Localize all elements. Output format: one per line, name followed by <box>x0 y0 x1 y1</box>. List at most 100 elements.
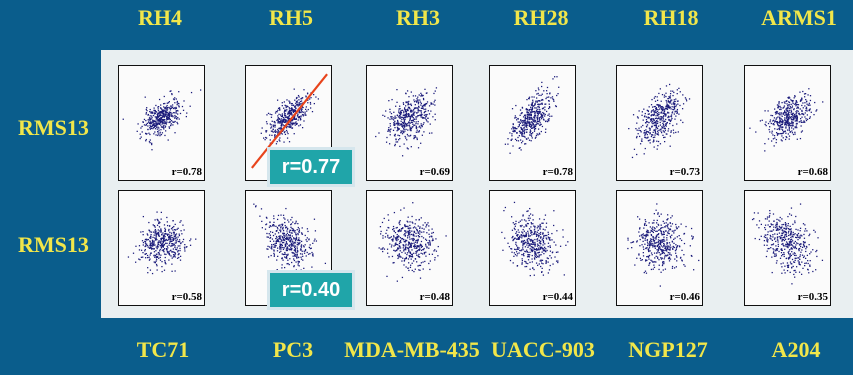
scatter-point <box>290 232 292 234</box>
scatter-point <box>541 247 543 249</box>
scatter-point <box>410 111 413 113</box>
scatter-point <box>785 231 787 233</box>
scatter-point <box>418 106 420 108</box>
scatter-point <box>658 129 660 132</box>
scatter-point <box>171 257 173 259</box>
scatter-point <box>776 237 779 239</box>
scatter-point <box>297 264 299 266</box>
scatter-point <box>271 245 273 247</box>
scatter-point <box>177 123 179 125</box>
scatter-point <box>306 240 308 243</box>
scatter-point <box>523 122 525 124</box>
scatter-point <box>164 230 166 232</box>
scatter-point <box>391 117 393 119</box>
scatter-point <box>667 97 669 100</box>
scatter-point <box>786 136 788 139</box>
scatter-point <box>375 135 377 138</box>
scatter-point <box>400 123 402 126</box>
scatter-point <box>530 238 532 241</box>
scatter-point <box>160 239 162 241</box>
scatter-point <box>410 121 413 124</box>
scatter-point <box>279 224 281 226</box>
scatter-point <box>160 118 162 120</box>
scatter-point <box>790 207 793 209</box>
scatter-point <box>273 254 276 256</box>
scatter-point <box>159 110 161 113</box>
scatter-point <box>294 250 297 252</box>
scatter-point <box>413 252 415 254</box>
scatter-point <box>544 113 546 116</box>
scatter-point <box>154 244 156 246</box>
scatter-point <box>519 225 522 227</box>
scatter-point <box>429 241 431 244</box>
scatter-point <box>549 245 551 247</box>
scatter-point <box>654 261 656 263</box>
scatter-point <box>666 237 668 239</box>
scatter-point <box>521 263 523 265</box>
scatter-point <box>160 120 162 122</box>
scatter-point <box>278 238 280 240</box>
scatter-point <box>804 265 806 267</box>
scatter-point <box>169 90 171 93</box>
scatter-point <box>144 240 146 243</box>
scatter-point <box>426 113 428 116</box>
scatter-point <box>308 239 310 241</box>
scatter-point <box>174 223 176 226</box>
scatter-point <box>638 218 641 220</box>
scatter-point <box>292 122 294 124</box>
scatter-point <box>657 104 659 106</box>
scatter-point <box>806 108 808 110</box>
scatter-point <box>287 132 289 135</box>
scatter-point <box>417 256 420 258</box>
scatter-point <box>803 93 806 95</box>
scatter-point <box>413 101 416 103</box>
scatter-point <box>414 244 416 246</box>
scatter-point <box>788 116 790 118</box>
scatter-point <box>153 123 156 125</box>
scatter-point <box>147 246 149 248</box>
scatter-point <box>275 235 278 238</box>
scatter-point <box>643 116 646 118</box>
scatter-point <box>635 127 637 130</box>
scatter-point <box>663 236 665 238</box>
scatter-point <box>668 101 670 103</box>
scatter-point <box>786 103 788 105</box>
scatter-point <box>410 119 413 122</box>
scatter-point <box>808 110 811 112</box>
scatter-point <box>647 234 649 237</box>
scatter-point <box>412 123 414 125</box>
scatter-point <box>282 124 284 126</box>
scatter-point <box>154 219 156 221</box>
scatter-point <box>659 241 662 243</box>
scatter-point <box>514 130 516 133</box>
scatter-point <box>663 127 666 130</box>
scatter-point <box>658 268 660 271</box>
scatter-point <box>421 116 423 118</box>
scatter-point <box>299 119 302 121</box>
scatter-point <box>749 127 751 129</box>
scatter-point <box>656 96 658 98</box>
scatter-point <box>537 106 539 108</box>
scatter-point <box>809 95 812 97</box>
scatter-point <box>638 235 641 237</box>
scatter-point <box>303 246 305 248</box>
scatter-point <box>164 134 166 137</box>
scatter-point <box>408 243 411 245</box>
scatter-point <box>292 252 294 254</box>
scatter-point <box>265 216 268 219</box>
scatter-point <box>663 115 665 117</box>
scatter-point <box>787 124 790 126</box>
scatter-point <box>285 129 288 132</box>
scatter-point <box>145 108 147 111</box>
scatter-point <box>307 253 310 255</box>
scatter-point <box>769 234 771 237</box>
scatter-point <box>521 224 523 227</box>
scatter-point <box>177 102 179 105</box>
scatter-point <box>275 240 277 243</box>
scatter-point <box>679 238 681 240</box>
scatter-point <box>796 115 798 118</box>
scatter-point <box>781 115 783 117</box>
scatter-point <box>156 256 158 258</box>
scatter-point <box>407 227 409 229</box>
scatter-point <box>559 245 562 247</box>
